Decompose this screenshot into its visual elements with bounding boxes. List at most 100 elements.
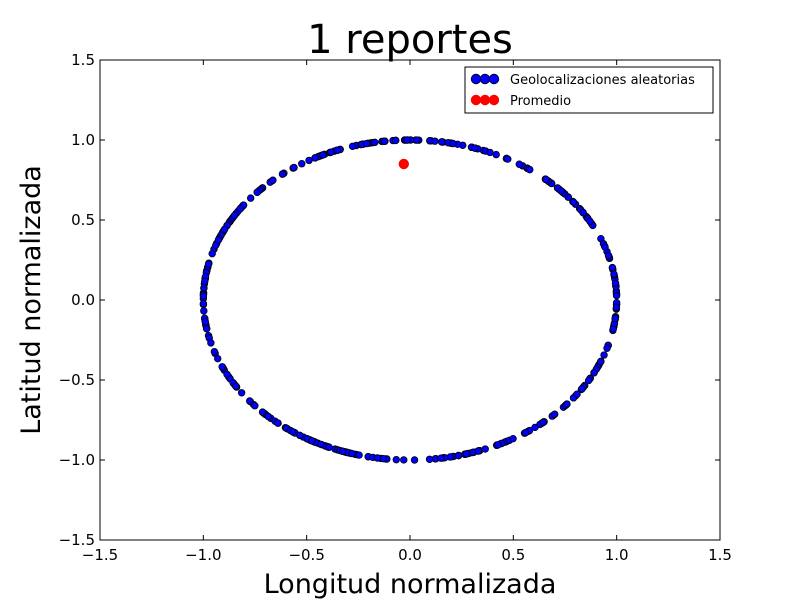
- legend-marker-dot: [470, 73, 482, 85]
- geolocation-point: [569, 198, 578, 206]
- legend-marker-dot: [470, 94, 482, 106]
- geolocation-point: [557, 187, 565, 195]
- geolocation-point: [391, 136, 400, 145]
- geolocation-point: [308, 437, 316, 445]
- y-tick-label: −1.0: [59, 451, 95, 469]
- legend: Geolocalizaciones aleatorias Promedio: [464, 66, 714, 114]
- geolocation-point: [269, 176, 277, 184]
- geolocation-point: [339, 447, 347, 455]
- geolocation-point: [539, 418, 547, 427]
- geolocation-point: [363, 139, 371, 148]
- geolocation-point: [201, 277, 209, 286]
- x-axis-label: Longitud normalizada: [264, 569, 557, 600]
- geolocation-point: [612, 303, 621, 311]
- legend-marker-dot: [479, 73, 491, 85]
- y-tick-label: 0.0: [71, 291, 95, 309]
- geolocation-point: [218, 363, 226, 371]
- y-tick-label: −1.5: [59, 531, 95, 549]
- geolocation-point: [431, 137, 439, 145]
- geolocation-point: [348, 449, 356, 458]
- geolocation-point: [542, 175, 550, 184]
- geolocation-point: [392, 455, 400, 464]
- geolocation-point: [253, 188, 261, 197]
- geolocation-point: [311, 154, 319, 162]
- geolocation-point: [471, 144, 479, 152]
- geolocation-point: [573, 390, 581, 398]
- geolocation-point: [584, 376, 593, 385]
- geolocation-point: [373, 454, 382, 462]
- geolocation-point: [611, 279, 620, 287]
- geolocation-point: [230, 211, 239, 220]
- geolocation-point: [204, 260, 213, 269]
- geolocation-point: [298, 160, 306, 168]
- geolocation-point: [550, 410, 559, 418]
- x-tick-label: −1.5: [82, 546, 118, 564]
- y-axis-label: Latitud normalizada: [16, 165, 47, 435]
- geolocation-point: [325, 443, 333, 451]
- geolocation-point: [410, 456, 419, 464]
- geolocation-point: [246, 397, 254, 405]
- geolocation-point: [515, 160, 523, 168]
- geolocation-point: [296, 431, 304, 440]
- geolocation-point: [333, 146, 341, 154]
- geolocation-point: [578, 385, 586, 393]
- chart-title: 1 reportes: [307, 17, 513, 63]
- legend-marker-dot: [479, 94, 491, 106]
- geolocation-point: [462, 450, 471, 458]
- legend-marker-geolocalizaciones: [470, 73, 500, 85]
- geolocation-point: [590, 369, 598, 377]
- axis-ticks: −1.5 −1.0 −0.5 0.0 0.5 1.0 1.5 −1.5 −1.0 −0.5 0.0 0…: [59, 51, 732, 564]
- geolocation-point: [214, 354, 222, 363]
- geolocation-point: [380, 137, 389, 145]
- geolocation-point: [425, 455, 434, 463]
- y-tick-label: 1.5: [71, 51, 95, 69]
- geolocation-point: [509, 434, 517, 443]
- geolocation-point: [237, 389, 246, 397]
- x-tick-label: 1.0: [605, 546, 629, 564]
- geolocation-point: [563, 400, 571, 408]
- geolocation-point: [492, 150, 500, 159]
- legend-marker-dot: [488, 73, 500, 85]
- geolocation-point: [355, 451, 363, 459]
- geolocation-point: [251, 401, 259, 410]
- geolocation-point: [608, 263, 617, 272]
- geolocation-point: [611, 314, 619, 323]
- geolocation-point: [600, 351, 608, 359]
- geolocation-point: [371, 138, 379, 147]
- geolocation-point: [449, 139, 457, 148]
- geolocation-point: [200, 307, 208, 315]
- geolocation-point: [214, 236, 223, 244]
- geolocation-point: [258, 408, 267, 416]
- geolocation-point: [201, 318, 209, 326]
- legend-label-geolocalizaciones: Geolocalizaciones aleatorias: [510, 73, 695, 88]
- geolocation-point: [438, 138, 446, 146]
- geolocation-point: [604, 251, 613, 260]
- x-tick-label: −1.0: [185, 546, 221, 564]
- geolocation-point: [208, 249, 216, 258]
- geolocation-point: [400, 456, 408, 464]
- geolocation-point: [526, 165, 534, 174]
- geolocation-point: [413, 136, 421, 144]
- geolocation-point: [278, 170, 287, 178]
- geolocation-point: [203, 325, 211, 333]
- geolocation-point: [274, 419, 282, 427]
- geolocation-point: [455, 451, 463, 460]
- geolocation-point: [317, 440, 325, 449]
- geolocation-point: [199, 300, 208, 308]
- legend-box: [464, 66, 714, 114]
- promedio-point: [398, 158, 410, 170]
- geolocation-point: [610, 270, 618, 278]
- geolocation-point: [403, 136, 411, 144]
- legend-label-promedio: Promedio: [510, 94, 571, 109]
- x-tick-label: −0.5: [288, 546, 324, 564]
- geolocation-point: [597, 357, 605, 366]
- data-points: [199, 136, 621, 464]
- geolocation-point: [305, 156, 313, 165]
- geolocation-point: [586, 217, 594, 226]
- legend-marker-promedio: [470, 94, 500, 106]
- geolocation-point: [579, 208, 587, 217]
- geolocation-point: [264, 412, 273, 421]
- geolocation-point: [246, 194, 255, 202]
- plot-frame: [99, 59, 721, 541]
